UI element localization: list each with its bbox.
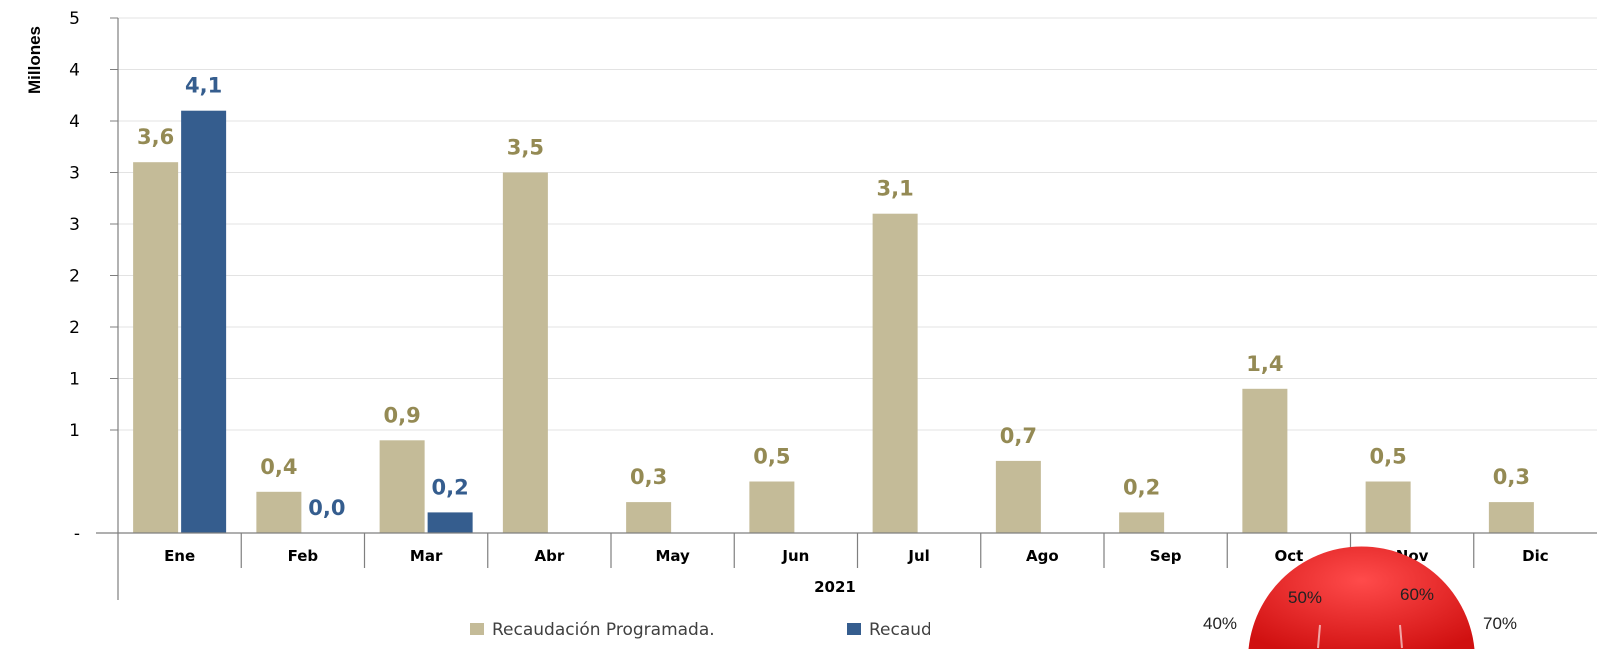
data-label-programada: 1,4 [1246, 352, 1283, 376]
bar-efectiva-ene [181, 110, 227, 533]
y-tick-label: 5 [69, 9, 80, 29]
x-tick-label: Jul [907, 547, 929, 565]
data-label-programada: 0,4 [260, 455, 297, 479]
x-group-label: 2021 [814, 578, 856, 596]
x-tick-label: Jun [781, 547, 809, 565]
y-tick-label: 4 [69, 61, 80, 81]
bar-efectiva-mar [427, 512, 473, 533]
y-tick-label: 3 [69, 164, 80, 184]
data-label-efectiva: 4,1 [185, 74, 222, 98]
bar-programada-feb [256, 491, 302, 533]
x-tick-label: Oct [1274, 547, 1303, 565]
gauge-tick-label: 70% [1483, 614, 1517, 633]
bars: 3,6 0,4 0,9 3,5 0,3 0,5 3,1 0,7 0,2 1,4 0,5 0,3 4,1 0… [133, 74, 1534, 533]
bar-programada-oct [1242, 388, 1288, 533]
gauge-tick-label: 50% [1288, 588, 1322, 607]
bar-programada-abr [502, 172, 548, 533]
y-tick-label: 1 [69, 370, 80, 390]
bar-programada-sep [1119, 512, 1165, 533]
gauge-tick-label: 60% [1400, 585, 1434, 604]
bar-programada-nov [1365, 481, 1411, 533]
data-label-programada: 0,3 [630, 465, 667, 489]
gauge-overlay: 40% 50% 60% 70% [930, 546, 1597, 649]
data-label-programada: 3,6 [137, 125, 174, 149]
bar-programada-mar [379, 440, 425, 533]
legend-label-programada: Recaudación Programada. [492, 620, 715, 640]
x-tick-label: Feb [288, 547, 319, 565]
y-tick-label: 2 [69, 267, 80, 287]
data-label-programada: 0,3 [1493, 465, 1530, 489]
data-label-programada: 3,1 [877, 177, 914, 201]
y-tick-label: - [74, 524, 80, 544]
data-label-efectiva: 0,0 [308, 496, 345, 520]
data-label-programada: 0,7 [1000, 424, 1037, 448]
x-axis: Ene Feb Mar Abr May Jun Jul Ago Sep Oct Nov Dic [96, 532, 1597, 568]
bar-programada-jun [749, 481, 795, 533]
x-tick-label: Sep [1150, 547, 1182, 565]
bar-programada-jul [872, 213, 918, 533]
bar-programada-may [626, 502, 672, 533]
y-axis-label: Millones [25, 26, 44, 94]
legend-swatch-efectiva [847, 623, 861, 635]
data-label-programada: 0,5 [1370, 445, 1407, 469]
y-tick-label: 4 [69, 112, 80, 132]
x-tick-label: Ago [1026, 547, 1059, 565]
gauge-dial [1248, 546, 1475, 649]
data-label-programada: 0,9 [384, 403, 421, 427]
gauge-tick-label: 40% [1203, 614, 1237, 633]
x-tick-label: Abr [535, 547, 565, 565]
bar-programada-ene [133, 162, 179, 533]
data-label-efectiva: 0,2 [432, 475, 469, 499]
y-tick-label: 2 [69, 318, 80, 338]
y-tick-label: 1 [69, 421, 80, 441]
gauge-dial-mark [1399, 624, 1403, 649]
x-tick-label: Dic [1522, 547, 1548, 565]
data-label-programada: 3,5 [507, 136, 544, 160]
bar-programada-dic [1488, 502, 1534, 533]
data-label-programada: 0,5 [753, 445, 790, 469]
gauge-dial-mark [1317, 624, 1321, 649]
gridlines [118, 17, 1597, 431]
x-tick-label: Mar [410, 547, 443, 565]
y-tick-label: 3 [69, 215, 80, 235]
data-label-programada: 0,2 [1123, 475, 1160, 499]
x-tick-label: May [655, 547, 690, 565]
y-axis-ticks: - 1 1 2 2 3 3 4 4 5 [69, 9, 119, 600]
bar-programada-ago [995, 460, 1041, 533]
x-tick-label: Ene [164, 547, 195, 565]
legend-swatch-programada [470, 623, 484, 635]
